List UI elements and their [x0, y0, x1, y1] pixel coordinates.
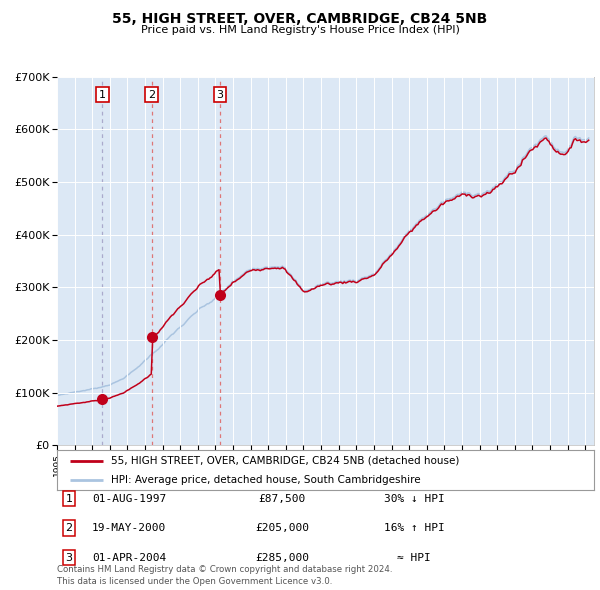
Text: 55, HIGH STREET, OVER, CAMBRIDGE, CB24 5NB (detached house): 55, HIGH STREET, OVER, CAMBRIDGE, CB24 5…	[111, 456, 459, 466]
Text: £87,500: £87,500	[259, 494, 305, 503]
Text: 30% ↓ HPI: 30% ↓ HPI	[383, 494, 445, 503]
Text: This data is licensed under the Open Government Licence v3.0.: This data is licensed under the Open Gov…	[57, 577, 332, 586]
Text: 2: 2	[148, 90, 155, 100]
Text: HPI: Average price, detached house, South Cambridgeshire: HPI: Average price, detached house, Sout…	[111, 475, 421, 485]
Text: Contains HM Land Registry data © Crown copyright and database right 2024.: Contains HM Land Registry data © Crown c…	[57, 565, 392, 574]
Text: Price paid vs. HM Land Registry's House Price Index (HPI): Price paid vs. HM Land Registry's House …	[140, 25, 460, 35]
Text: £205,000: £205,000	[255, 523, 309, 533]
Text: 2: 2	[65, 523, 73, 533]
Text: 3: 3	[217, 90, 223, 100]
Text: £285,000: £285,000	[255, 553, 309, 562]
Text: 01-AUG-1997: 01-AUG-1997	[92, 494, 166, 503]
Text: 3: 3	[65, 553, 73, 562]
Text: 1: 1	[99, 90, 106, 100]
Text: 19-MAY-2000: 19-MAY-2000	[92, 523, 166, 533]
Text: 55, HIGH STREET, OVER, CAMBRIDGE, CB24 5NB: 55, HIGH STREET, OVER, CAMBRIDGE, CB24 5…	[112, 12, 488, 26]
Text: 01-APR-2004: 01-APR-2004	[92, 553, 166, 562]
Text: 1: 1	[65, 494, 73, 503]
Text: 16% ↑ HPI: 16% ↑ HPI	[383, 523, 445, 533]
Text: ≈ HPI: ≈ HPI	[397, 553, 431, 562]
